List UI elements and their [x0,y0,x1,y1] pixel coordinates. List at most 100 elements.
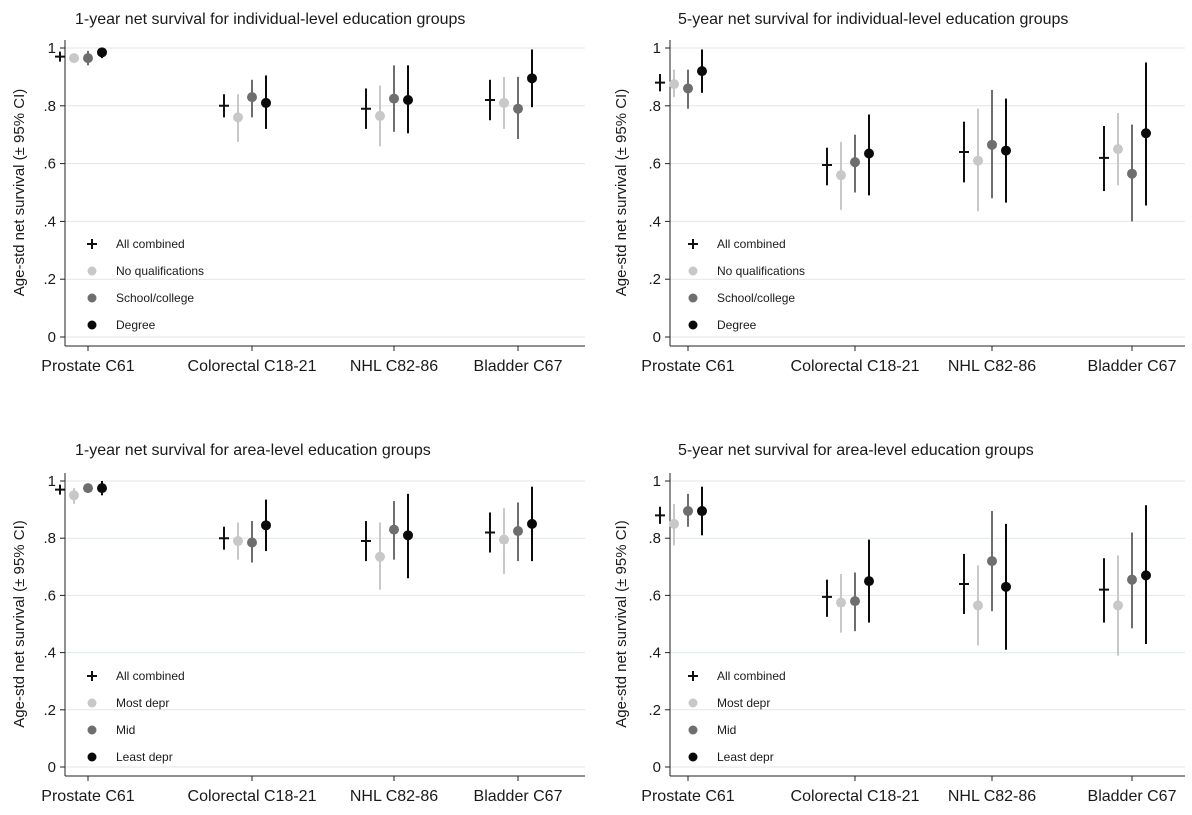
data-point [527,518,537,529]
legend-marker [688,725,698,735]
data-point [1127,168,1137,179]
chart-panel-4: 5-year net survival for area-level educa… [613,442,1185,805]
series-3 [83,50,523,140]
legend: All combined No qualifications School/coll… [688,237,805,332]
legend-marker [688,239,698,249]
y-tick-label: .8 [648,98,661,115]
data-point [261,97,271,108]
y-tick-label: 1 [653,473,661,490]
data-point [1001,145,1011,156]
y-tick-label: 0 [653,759,661,776]
data-point [850,596,860,607]
legend-marker [87,671,97,681]
y-axis-title: Age-std net survival (± 95% CI) [11,89,28,296]
legend-marker [87,320,97,330]
data-point-plus [219,100,229,111]
data-point [697,506,707,517]
legend-label: Least depr [116,750,173,764]
data-point [247,92,257,103]
legend-label: Mid [116,723,135,737]
y-tick-label: .4 [648,645,661,662]
panel-title: 1-year net survival for area-level educa… [75,442,431,459]
y-tick-label: 0 [48,759,56,776]
legend-marker [87,752,97,762]
legend-marker [87,698,97,708]
series-2 [669,69,1123,212]
legend-label: All combined [717,237,786,251]
data-point [69,490,79,501]
category-label: Bladder C67 [474,788,563,805]
data-point [247,537,257,548]
data-point [97,47,107,58]
y-tick-label: .4 [43,213,56,230]
series-4 [97,47,537,134]
data-point [1001,581,1011,592]
data-point [83,483,93,494]
legend-marker [688,752,698,762]
category-label: Colorectal C18-21 [791,788,920,805]
legend-marker [87,725,97,735]
series-4 [697,49,1151,206]
legend-marker [87,293,97,303]
data-point [697,66,707,77]
y-axis-title: Age-std net survival (± 95% CI) [613,520,630,727]
data-point-plus [822,591,832,602]
category-label: NHL C82-86 [350,358,438,375]
series-1 [55,51,495,129]
panel-title: 1-year net survival for individual-level… [75,11,465,28]
legend-marker [87,266,97,276]
data-point [864,148,874,159]
legend-label: School/college [116,291,194,305]
data-point [987,556,997,567]
legend-label: Degree [116,318,156,332]
data-point [261,520,271,531]
legend-marker [688,671,698,681]
data-point-plus [485,95,495,106]
panel-title: 5-year net survival for area-level educa… [678,442,1034,459]
data-point [403,95,413,106]
legend-label: All combined [717,669,786,683]
category-label: NHL C82-86 [948,358,1036,375]
legend-label: Least depr [717,750,774,764]
category-label: Prostate C61 [41,788,134,805]
data-point [69,53,79,64]
data-point [389,93,399,104]
data-point-plus [361,536,371,547]
y-tick-label: .6 [43,156,56,173]
legend: All combined Most depr Mid Least depr [688,669,786,764]
data-point [1141,570,1151,581]
data-point [233,112,243,123]
category-label: Colorectal C18-21 [188,788,317,805]
data-point [1141,128,1151,139]
legend-label: All combined [116,669,185,683]
legend-label: Degree [717,318,757,332]
y-tick-label: .6 [648,156,661,173]
y-tick-label: 1 [653,40,661,57]
y-axis-title: Age-std net survival (± 95% CI) [11,520,28,727]
y-axis-title: Age-std net survival (± 95% CI) [613,89,630,296]
y-tick-label: .4 [43,645,56,662]
legend-label: Mid [717,723,736,737]
series-1 [655,74,1109,192]
legend: All combined No qualifications School/coll… [87,237,204,332]
y-tick-label: .8 [43,98,56,115]
category-label: Colorectal C18-21 [791,358,920,375]
data-point [669,518,679,529]
series-2 [669,503,1123,656]
data-point [864,576,874,587]
series-3 [683,69,1137,222]
legend-label: School/college [717,291,795,305]
series-3 [683,493,1137,632]
y-tick-label: .2 [648,271,661,288]
y-tick-label: .2 [43,702,56,719]
data-point-plus [655,77,665,88]
data-point [499,534,509,545]
series-4 [697,486,1151,650]
data-point-plus [1099,584,1109,595]
data-point [669,79,679,90]
category-label: Bladder C67 [474,358,563,375]
y-tick-label: .2 [43,271,56,288]
category-label: Prostate C61 [641,358,734,375]
data-point [499,97,509,108]
